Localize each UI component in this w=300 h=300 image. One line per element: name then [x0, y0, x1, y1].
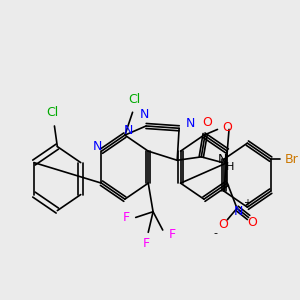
Text: F: F — [169, 228, 176, 241]
Text: N: N — [140, 108, 149, 121]
Text: N: N — [218, 153, 227, 166]
Text: Br: Br — [285, 153, 299, 166]
Text: -: - — [214, 229, 218, 238]
Text: O: O — [202, 116, 212, 129]
Text: +: + — [243, 198, 250, 208]
Text: N: N — [186, 117, 195, 130]
Text: Cl: Cl — [46, 106, 58, 119]
Text: F: F — [122, 211, 130, 224]
Text: N: N — [234, 205, 244, 218]
Text: N: N — [124, 124, 134, 137]
Text: F: F — [143, 237, 150, 250]
Text: O: O — [222, 121, 232, 134]
Text: O: O — [218, 218, 228, 231]
Text: Cl: Cl — [128, 93, 141, 106]
Text: O: O — [248, 215, 257, 229]
Text: H: H — [226, 162, 234, 172]
Text: N: N — [93, 140, 102, 153]
